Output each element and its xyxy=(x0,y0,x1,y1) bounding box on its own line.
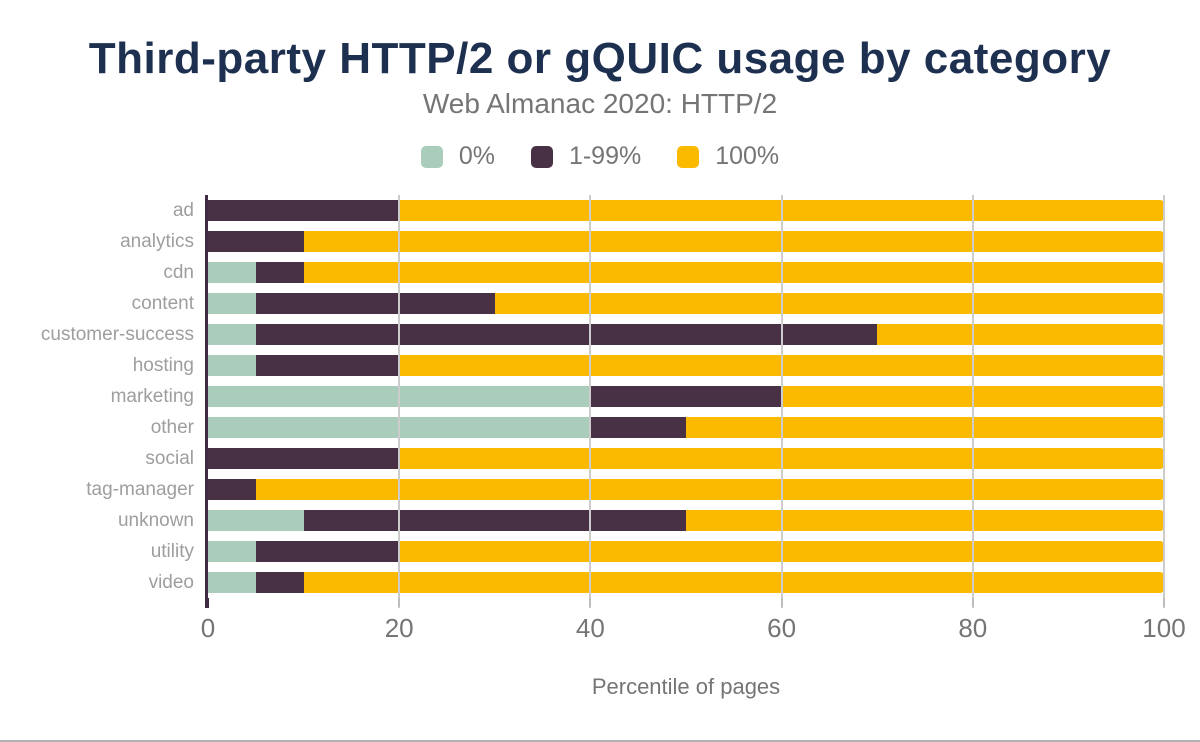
bar-row-content: content xyxy=(132,293,1164,314)
bar-segment-cdn-1-99pct[interactable] xyxy=(255,262,304,283)
gridline-80 xyxy=(971,195,974,608)
bar-segment-utility-0pct[interactable] xyxy=(208,541,256,562)
tick-label-100: 100 xyxy=(1142,613,1186,643)
gridline-100 xyxy=(1163,195,1165,608)
bar-segment-other-100pct[interactable] xyxy=(685,417,1164,438)
tick-label-0: 0 xyxy=(200,613,216,643)
bar-segment-cdn-0pct[interactable] xyxy=(208,262,256,283)
chart-subtitle: Web Almanac 2020: HTTP/2 xyxy=(422,88,778,119)
tick-mark-80 xyxy=(971,598,974,607)
category-label: marketing xyxy=(110,386,194,407)
gridline-40 xyxy=(589,195,592,608)
tick-mark-0 xyxy=(207,598,209,608)
legend-label: 0% xyxy=(458,142,495,170)
legend-swatch-icon xyxy=(420,145,443,168)
tick-mark-20 xyxy=(398,598,401,607)
tick-mark-60 xyxy=(780,598,783,607)
bar-segment-utility-1-99pct[interactable] xyxy=(255,541,400,562)
tick-mark-100 xyxy=(1163,598,1165,607)
bar-row-marketing: marketing xyxy=(111,386,1164,407)
tick-label-40: 40 xyxy=(575,613,605,643)
gridline-60 xyxy=(780,195,783,608)
bar-row-other: other xyxy=(151,417,1164,438)
screenshot-bottom-border xyxy=(0,740,1200,742)
bar-segment-other-1-99pct[interactable] xyxy=(590,417,686,438)
bar-row-ad: ad xyxy=(173,200,1164,221)
tick-label-80: 80 xyxy=(958,613,988,643)
bar-segment-hosting-0pct[interactable] xyxy=(208,355,256,376)
legend: 0% 1-99% 100% xyxy=(0,142,1200,171)
category-label: customer-success xyxy=(40,324,194,345)
bar-segment-customer-success-1-99pct[interactable] xyxy=(255,324,878,345)
category-label: tag-manager xyxy=(86,479,194,500)
bar-segment-tag-manager-1-99pct[interactable] xyxy=(208,479,256,500)
legend-item-0pct[interactable]: 0% xyxy=(420,142,495,171)
bar-row-customer-success: customer-success xyxy=(41,324,1164,345)
bar-segment-content-0pct[interactable] xyxy=(208,293,256,314)
category-label: video xyxy=(148,572,194,593)
category-label: other xyxy=(150,417,194,438)
legend-swatch-icon xyxy=(530,145,553,168)
gridline-20 xyxy=(398,195,401,608)
bar-segment-video-1-99pct[interactable] xyxy=(255,572,304,593)
tick-label-60: 60 xyxy=(767,613,797,643)
bar-segment-analytics-1-99pct[interactable] xyxy=(208,231,304,252)
category-label: content xyxy=(131,293,194,314)
bar-segment-content-100pct[interactable] xyxy=(494,293,1164,314)
bar-row-analytics: analytics xyxy=(120,231,1164,252)
bar-segment-video-0pct[interactable] xyxy=(208,572,256,593)
bar-segment-tag-manager-100pct[interactable] xyxy=(255,479,1164,500)
category-label: analytics xyxy=(120,231,194,252)
bar-row-unknown: unknown xyxy=(118,510,1164,531)
bar-segment-hosting-1-99pct[interactable] xyxy=(255,355,400,376)
chart-plot: ad analytics cdn content customer-success hos… xyxy=(41,195,1165,608)
bar-rows: ad analytics cdn content customer-success hos… xyxy=(41,195,1164,598)
category-label: hosting xyxy=(132,355,194,376)
bar-segment-unknown-1-99pct[interactable] xyxy=(303,510,686,531)
tick-mark-40 xyxy=(589,598,592,607)
bar-segment-video-100pct[interactable] xyxy=(303,572,1164,593)
legend-item-100pct[interactable]: 100% xyxy=(677,142,779,171)
bar-row-utility: utility xyxy=(151,541,1164,562)
tick-label-20: 20 xyxy=(384,613,414,643)
bar-segment-content-1-99pct[interactable] xyxy=(255,293,495,314)
bar-row-tag-manager: tag-manager xyxy=(86,479,1164,500)
legend-label: 100% xyxy=(715,142,780,170)
category-label: social xyxy=(145,448,194,469)
bar-row-video: video xyxy=(149,572,1164,593)
chart-title: Third-party HTTP/2 or gQUIC usage by cat… xyxy=(88,34,1112,83)
category-label: unknown xyxy=(117,510,194,531)
legend-swatch-icon xyxy=(677,145,700,168)
bar-segment-unknown-0pct[interactable] xyxy=(208,510,304,531)
bar-segment-customer-success-0pct[interactable] xyxy=(208,324,256,345)
bar-row-social: social xyxy=(145,448,1164,469)
y-axis-line xyxy=(205,195,208,608)
category-label: utility xyxy=(150,541,194,562)
bar-segment-cdn-100pct[interactable] xyxy=(303,262,1164,283)
bar-segment-analytics-100pct[interactable] xyxy=(303,231,1164,252)
bar-segment-unknown-100pct[interactable] xyxy=(685,510,1164,531)
x-axis-ticks: 0 20 40 60 80 100 xyxy=(201,598,1186,658)
bar-segment-ad-1-99pct[interactable] xyxy=(208,200,400,221)
legend-item-1-99pct[interactable]: 1-99% xyxy=(530,142,642,171)
legend-label: 1-99% xyxy=(568,142,642,170)
x-axis-title: Percentile of pages xyxy=(591,674,781,699)
category-label: ad xyxy=(172,200,194,221)
category-label: cdn xyxy=(163,262,194,283)
bar-segment-customer-success-100pct[interactable] xyxy=(877,324,1164,345)
bar-segment-marketing-1-99pct[interactable] xyxy=(590,386,782,407)
bar-segment-social-1-99pct[interactable] xyxy=(208,448,400,469)
bar-row-hosting: hosting xyxy=(133,355,1164,376)
bar-row-cdn: cdn xyxy=(163,262,1164,283)
